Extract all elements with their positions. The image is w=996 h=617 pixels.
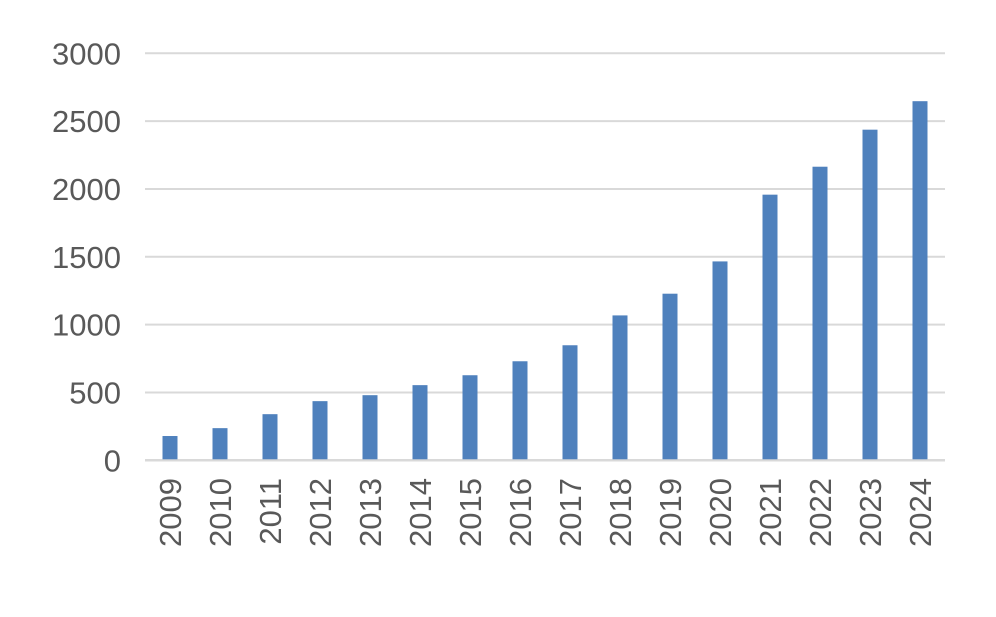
y-tick-label: 2500 [52,104,121,139]
y-tick-label: 2000 [52,172,121,207]
bar-2015 [462,375,478,460]
bar-2022 [812,166,828,460]
bar-2018 [612,315,628,460]
bar-2023 [862,129,878,460]
bar-2010 [212,428,228,460]
bar-2019 [662,293,678,460]
bar-2017 [562,345,578,460]
bar-2011 [262,414,278,460]
y-tick-label: 3000 [52,36,121,71]
x-tick-label: 2022 [803,478,838,547]
bar-2009 [162,436,178,460]
x-tick-label: 2014 [403,478,438,547]
y-tick-label: 1000 [52,308,121,343]
x-tick-label: 2013 [353,478,388,547]
x-tick-label: 2012 [303,478,338,547]
x-tick-label: 2009 [153,478,188,547]
x-tick-label: 2016 [503,478,538,547]
bar-2013 [362,395,378,460]
bar-2020 [712,261,728,460]
x-tick-label: 2020 [703,478,738,547]
bar-2014 [412,385,428,460]
x-tick-label: 2011 [253,478,288,545]
x-tick-label: 2021 [753,478,788,547]
x-tick-label: 2010 [203,478,238,547]
bar-2024 [912,101,928,460]
x-tick-label: 2015 [453,478,488,547]
x-tick-label: 2019 [653,478,688,547]
x-tick-label: 2017 [553,478,588,547]
bar-2012 [312,401,328,460]
y-tick-label: 500 [69,375,121,410]
y-tick-label: 0 [104,443,121,478]
x-tick-label: 2018 [603,478,638,547]
x-tick-label: 2024 [903,478,938,547]
bar-2016 [512,361,528,460]
x-tick-label: 2023 [853,478,888,547]
bar-2021 [762,194,778,460]
y-tick-label: 1500 [52,240,121,275]
